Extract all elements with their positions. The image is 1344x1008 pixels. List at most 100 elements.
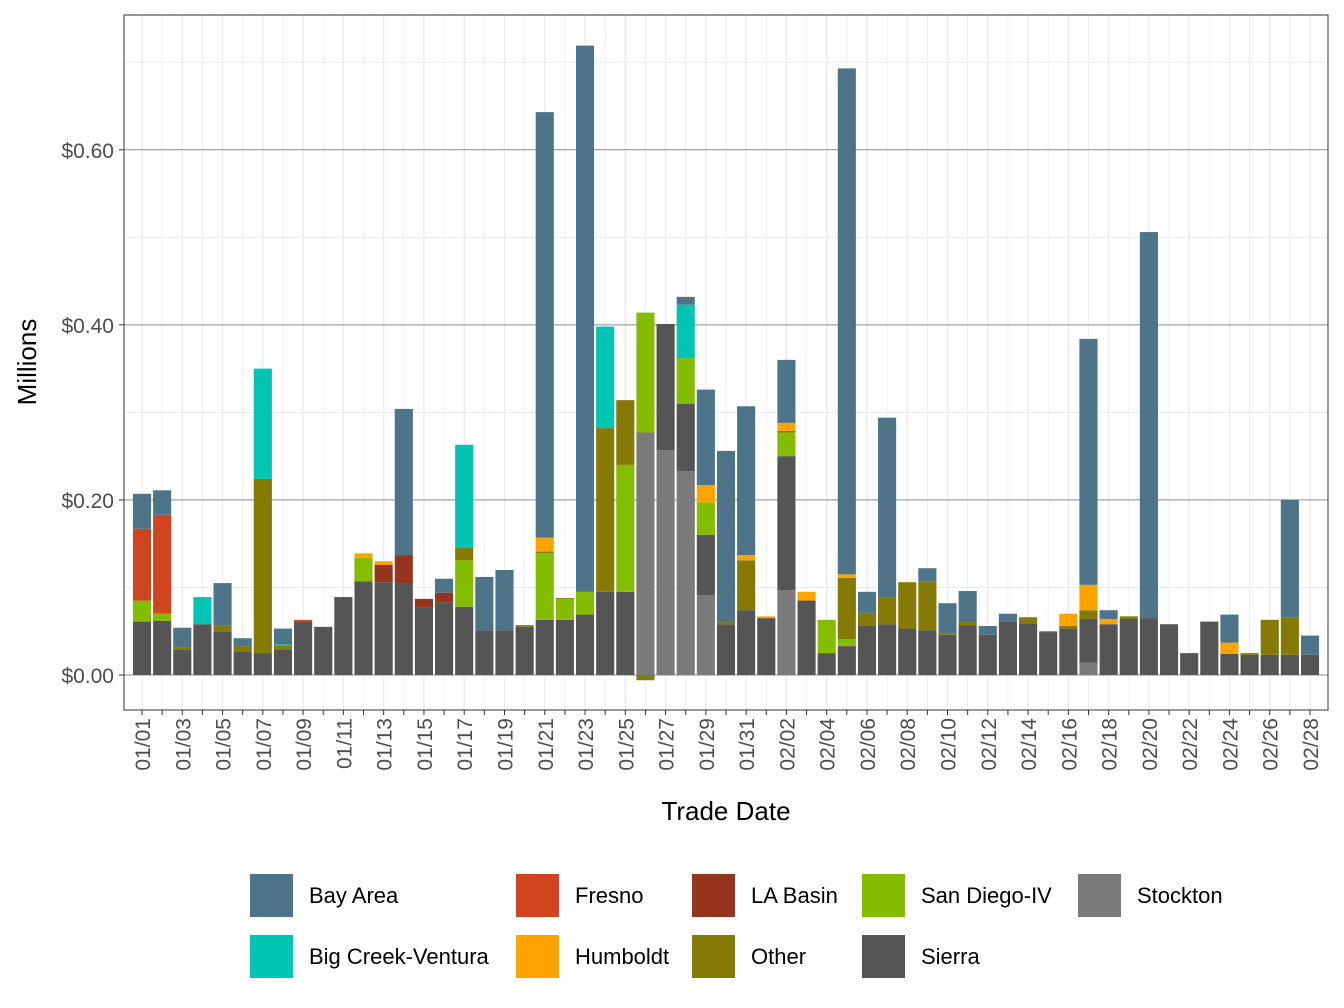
bar-segment-bay-area: Bay Area 01/06: 0.009 — [233, 638, 252, 647]
bar-segment-humboldt: Humboldt 01/12: 0.005 — [354, 553, 373, 558]
bar-segment-other: Other 02/09: 0.056 — [918, 581, 937, 631]
bar-segment-sierra: Sierra 01/22: 0.063 — [555, 619, 574, 675]
bar-segment-sierra: Sierra 01/30: 0.058 — [716, 624, 736, 675]
bar-segment-bay-area: Bay Area 01/16: 0.016 — [435, 578, 454, 593]
bar-segment-fresno: Fresno 01/02: 0.113 — [153, 514, 172, 614]
bar-segment-other: Other 01/31: 0.057 — [737, 560, 756, 611]
legend-item: Stockton — [1078, 874, 1223, 917]
bar-segment-other: Other 01/03: 0.002 — [173, 647, 192, 650]
bar-segment-other: Other 01/30: 0.003 — [716, 621, 736, 625]
bar-segment-other: Other 02/14: 0.007 — [1019, 617, 1038, 624]
bar-segment-la-basin: LA Basin 01/15: 0.01 — [414, 598, 433, 608]
bar-segment-sierra: Sierra 02/15: 0.049 — [1039, 632, 1058, 675]
x-tick-label: 02/20 — [1139, 718, 1162, 771]
x-tick-label: 01/01 — [132, 718, 155, 771]
x-tick-label: 01/07 — [253, 718, 276, 771]
bar-segment-other: Other 01/06: 0.006 — [233, 646, 252, 652]
bar-segment-stockton: Stockton 01/27: 0.257 — [656, 450, 675, 675]
bar-segment-bay-area: Bay Area 01/31: 0.17 — [737, 406, 756, 556]
bar-segment-san-diego-iv: San Diego-IV 01/02: 0.008 — [153, 613, 172, 621]
x-axis: 01/01 01/03 01/05 01/07 01/09 01/11 01/13 01/15… — [132, 710, 1323, 771]
bar-segment-humboldt: Humboldt 01/13: 0.004 — [374, 561, 393, 565]
bar-segment-bay-area: Bay Area 01/08: 0.018 — [273, 628, 293, 645]
x-tick-label: 02/26 — [1260, 718, 1283, 771]
bar-segment-other: Other 02/06: 0.015 — [857, 612, 877, 626]
bar-segment-big-creek-ventura: Big Creek-Ventura 01/04: 0.031 — [193, 597, 212, 625]
x-tick-label: 02/06 — [857, 718, 880, 771]
bar-segment-sierra: Sierra 01/24: 0.095 — [596, 591, 615, 675]
x-tick-label: 02/18 — [1099, 718, 1122, 771]
bar-segment-bay-area: Bay Area 02/17: 0.281 — [1079, 338, 1098, 585]
x-tick-label: 01/09 — [293, 718, 316, 771]
bar-segment-big-creek-ventura: Big Creek-Ventura 01/08: 0.001 — [273, 644, 293, 646]
legend-swatch — [516, 935, 559, 978]
bar-segment-other: Other 02/27: 0.043 — [1280, 617, 1299, 655]
bar-segment-sierra: Sierra 02/23: 0.061 — [1200, 621, 1219, 675]
legend-swatch — [250, 874, 293, 917]
bar-segment-other: Other 02/08: 0.053 — [898, 582, 917, 629]
bar-segment-sierra: Sierra 02/01: 0.065 — [757, 618, 776, 675]
legend-label: Other — [751, 944, 806, 969]
bar-segment-bay-area: Bay Area 02/07: 0.205 — [878, 417, 897, 598]
bar-segment-sierra: Sierra 01/29: 0.069 — [696, 534, 715, 596]
bar-segment-la-basin: LA Basin 01/14: 0.033 — [394, 555, 413, 584]
bar-segment-other: Other 02/15: 0.001 — [1039, 631, 1058, 633]
legend-label: LA Basin — [751, 883, 838, 908]
bar-segment-sierra: Sierra 01/02: 0.062 — [153, 620, 172, 675]
legend-swatch — [862, 874, 905, 917]
bar-segment-bay-area: Bay Area 02/02: 0.072 — [777, 359, 796, 423]
bar-segment-bay-area: Bay Area 02/11: 0.035 — [958, 590, 977, 622]
legend-label: San Diego-IV — [921, 883, 1052, 908]
bar-segment-san-diego-iv: San Diego-IV 01/28: 0.052 — [676, 358, 695, 404]
bar-segment-bay-area: Bay Area 02/12: 0.01 — [978, 625, 997, 635]
bar-segment-bay-area: Bay Area 02/20: 0.441 — [1139, 232, 1158, 619]
x-tick-label: 01/23 — [575, 718, 598, 771]
bar-segment-bay-area: Bay Area 02/05: 0.578 — [837, 68, 856, 575]
bar-segment-bay-area: Bay Area 01/28: 0.009 — [676, 296, 695, 305]
bar-segment-san-diego-iv: San Diego-IV 01/29: 0.037 — [696, 502, 715, 535]
bar-segment-sierra: Sierra 01/06: 0.027 — [233, 651, 252, 675]
legend-swatch — [862, 935, 905, 978]
bar-segment-sierra: Sierra 01/16: 0.083 — [435, 602, 454, 675]
bar-segment-bay-area: Bay Area 02/28: 0.022 — [1300, 635, 1320, 655]
bar-segment-sierra: Sierra 01/01: 0.061 — [132, 621, 152, 675]
legend-swatch — [692, 935, 735, 978]
bar-segment-bay-area: Bay Area 01/02: 0.028 — [153, 490, 172, 515]
x-tick-label: 01/25 — [615, 718, 638, 771]
bar-segment-other: Other 01/26: -0.006 — [636, 674, 655, 681]
bar-segment-sierra: Sierra 02/11: 0.057 — [958, 625, 977, 675]
bar-segment-humboldt: Humboldt 02/02: 0.009 — [777, 422, 796, 431]
bar-segment-sierra: Sierra 01/20: 0.055 — [515, 626, 534, 675]
x-axis-title: Trade Date — [661, 796, 790, 826]
bar-segment-bay-area: Bay Area 01/30: 0.195 — [716, 450, 736, 622]
bar-segment-sierra: Sierra 02/20: 0.065 — [1139, 618, 1158, 675]
x-tick-label: 01/27 — [656, 718, 679, 771]
bar-segment-sierra: Sierra 01/17: 0.078 — [455, 606, 474, 675]
bar-segment-san-diego-iv: San Diego-IV 01/21: 0.076 — [535, 553, 554, 620]
bar-segment-other: Other 02/26: 0.04 — [1260, 619, 1279, 655]
bar-segment-sierra: Sierra 02/18: 0.058 — [1099, 624, 1118, 675]
bar-segment-other: Other 02/17: 0.01 — [1079, 610, 1098, 619]
bar-segment-sierra: Sierra 02/17: 0.05 — [1079, 618, 1098, 663]
bar-segment-san-diego-iv: San Diego-IV 01/01: 0.024 — [132, 600, 152, 622]
bar-segment-sierra: Sierra 02/06: 0.056 — [857, 625, 877, 675]
legend-label: Sierra — [921, 944, 980, 969]
bar-segment-other: Other 02/19: 0.003 — [1119, 616, 1138, 619]
bar-segment-bay-area: Bay Area 02/24: 0.032 — [1220, 614, 1239, 643]
legend-swatch — [516, 874, 559, 917]
bar-segment-bay-area: Bay Area 02/27: 0.134 — [1280, 499, 1299, 618]
bar-segment-other: Other 01/08: 0.005 — [273, 645, 293, 650]
bar-segment-sierra: Sierra 01/23: 0.069 — [575, 614, 595, 675]
bar-segment-other: Other 02/05: 0.07 — [837, 577, 856, 640]
legend-item: LA Basin — [692, 874, 838, 917]
bar-segment-other: Other 01/25: 0.074 — [616, 400, 635, 465]
bar-segment-other: Other 01/05: 0.007 — [213, 625, 232, 632]
bar-segment-sierra: Sierra 02/14: 0.059 — [1019, 623, 1038, 675]
legend-label: Stockton — [1137, 883, 1223, 908]
y-axis-title: Millions — [12, 319, 42, 406]
bar-segment-sierra: Sierra 02/04: 0.025 — [817, 653, 836, 675]
bar-segment-sierra: Sierra 01/09: 0.061 — [294, 621, 313, 675]
x-tick-label: 02/08 — [897, 718, 920, 771]
bar-segment-sierra: Sierra 01/31: 0.074 — [737, 610, 756, 675]
